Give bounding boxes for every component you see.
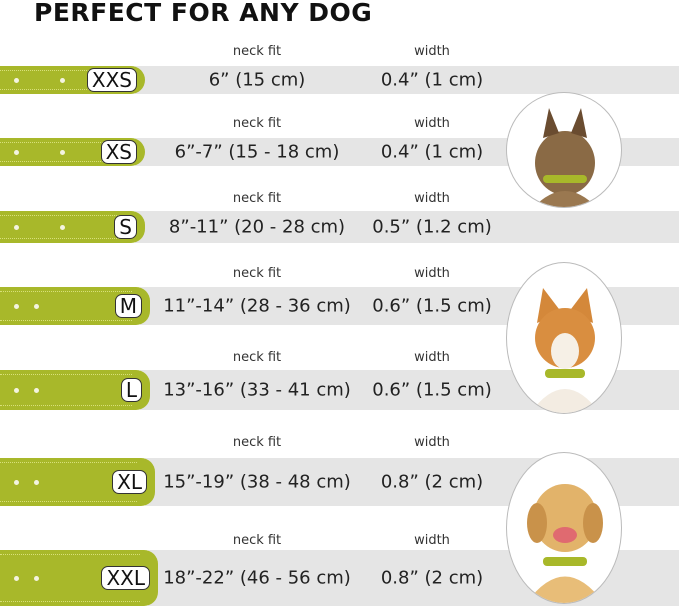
- collar-graphic: XXL: [0, 550, 158, 606]
- neck-fit-value: 15”-19” (38 - 48 cm): [163, 471, 351, 493]
- size-tag: XL: [112, 470, 147, 494]
- width-value: 0.4” (1 cm): [380, 69, 484, 91]
- size-tag: S: [114, 215, 137, 239]
- collar-hole: [14, 149, 19, 155]
- neck-fit-label: neck fit: [232, 116, 282, 131]
- collar-hole: [34, 575, 39, 581]
- neck-fit-value: 11”-14” (28 - 36 cm): [163, 295, 351, 317]
- size-tag: XS: [100, 140, 137, 164]
- width-value: 0.6” (1.5 cm): [372, 295, 492, 317]
- collar-graphic: XXS: [0, 66, 145, 94]
- collar-hole: [14, 303, 19, 309]
- labrador-photo: [506, 452, 622, 604]
- size-tag: XXS: [86, 68, 137, 92]
- neck-fit-label: neck fit: [232, 435, 282, 450]
- collar-hole: [14, 77, 19, 83]
- collar-graphic: M: [0, 287, 150, 325]
- width-label: width: [414, 116, 450, 131]
- collar-hole: [14, 575, 19, 581]
- neck-fit-label: neck fit: [232, 266, 282, 281]
- collar-hole: [14, 387, 19, 393]
- size-row-band: [135, 66, 679, 94]
- collar-graphic: S: [0, 211, 145, 243]
- neck-fit-value: 18”-22” (46 - 56 cm): [163, 567, 351, 589]
- width-value: 0.6” (1.5 cm): [372, 379, 492, 401]
- width-label: width: [414, 350, 450, 365]
- neck-fit-value: 6”-7” (15 - 18 cm): [174, 141, 340, 163]
- size-tag: L: [120, 378, 142, 402]
- width-label: width: [414, 191, 450, 206]
- collar-hole: [14, 479, 19, 485]
- collar-hole: [34, 387, 39, 393]
- page-title: PERFECT FOR ANY DOG: [34, 0, 373, 27]
- collar-hole: [14, 224, 19, 230]
- collar-hole: [34, 303, 39, 309]
- collar-graphic: L: [0, 370, 150, 410]
- corgi-photo: [506, 262, 622, 414]
- width-value: 0.5” (1.2 cm): [372, 216, 492, 238]
- neck-fit-value: 6” (15 cm): [208, 69, 306, 91]
- neck-fit-label: neck fit: [232, 191, 282, 206]
- collar-hole: [60, 149, 65, 155]
- neck-fit-value: 8”-11” (20 - 28 cm): [168, 216, 346, 238]
- neck-fit-label: neck fit: [232, 533, 282, 548]
- collar-graphic: XS: [0, 138, 145, 166]
- size-row-band: [135, 211, 679, 243]
- width-value: 0.8” (2 cm): [380, 471, 484, 493]
- terrier-photo: [506, 92, 622, 208]
- neck-fit-value: 13”-16” (33 - 41 cm): [163, 379, 351, 401]
- width-label: width: [414, 44, 450, 59]
- collar-hole: [60, 77, 65, 83]
- collar-hole: [34, 479, 39, 485]
- width-value: 0.4” (1 cm): [380, 141, 484, 163]
- width-label: width: [414, 266, 450, 281]
- size-tag: M: [114, 294, 142, 318]
- size-tag: XXL: [101, 566, 150, 590]
- width-label: width: [414, 435, 450, 450]
- width-label: width: [414, 533, 450, 548]
- collar-graphic: XL: [0, 458, 155, 506]
- collar-hole: [60, 224, 65, 230]
- neck-fit-label: neck fit: [232, 350, 282, 365]
- width-value: 0.8” (2 cm): [380, 567, 484, 589]
- neck-fit-label: neck fit: [232, 44, 282, 59]
